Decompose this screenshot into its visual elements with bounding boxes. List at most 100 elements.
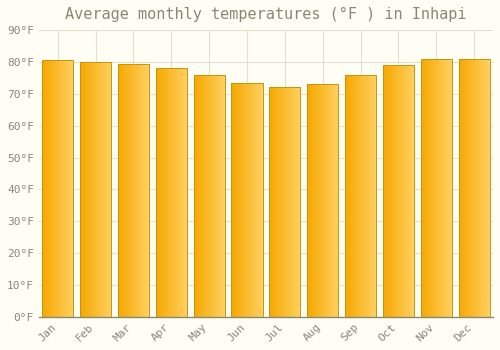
Bar	[421, 59, 422, 317]
Bar	[49, 60, 50, 317]
Bar	[132, 63, 134, 317]
Bar	[390, 65, 392, 317]
Bar	[261, 83, 262, 317]
Bar	[278, 88, 280, 317]
Bar	[257, 83, 258, 317]
Bar	[270, 88, 271, 317]
Bar	[336, 84, 338, 317]
Bar	[56, 60, 57, 317]
Bar	[466, 59, 467, 317]
Bar	[86, 62, 87, 317]
Bar	[124, 63, 125, 317]
Bar	[396, 65, 397, 317]
Bar	[331, 84, 332, 317]
Bar	[431, 59, 432, 317]
Bar	[62, 60, 63, 317]
Bar	[219, 75, 220, 317]
Bar	[479, 59, 480, 317]
Bar	[165, 68, 166, 317]
Bar	[281, 88, 282, 317]
Bar	[298, 88, 299, 317]
Bar	[207, 75, 208, 317]
Bar	[352, 75, 353, 317]
Bar	[159, 68, 160, 317]
Bar	[346, 75, 348, 317]
Bar	[410, 65, 411, 317]
Bar	[480, 59, 481, 317]
Bar	[122, 63, 124, 317]
Bar	[84, 62, 86, 317]
Bar	[471, 59, 472, 317]
Bar	[422, 59, 423, 317]
Bar	[248, 83, 250, 317]
Bar	[57, 60, 58, 317]
Bar	[394, 65, 396, 317]
Bar	[276, 88, 277, 317]
Bar	[46, 60, 47, 317]
Bar	[363, 75, 364, 317]
Bar	[63, 60, 64, 317]
Bar	[274, 88, 275, 317]
Bar	[67, 60, 68, 317]
Bar	[198, 75, 199, 317]
Bar	[270, 88, 300, 317]
Bar	[383, 65, 414, 317]
Bar	[314, 84, 315, 317]
Bar	[350, 75, 352, 317]
Bar	[121, 63, 122, 317]
Bar	[326, 84, 328, 317]
Bar	[478, 59, 479, 317]
Bar	[328, 84, 329, 317]
Bar	[460, 59, 461, 317]
Bar	[98, 62, 100, 317]
Title: Average monthly temperatures (°F ) in Inhapi: Average monthly temperatures (°F ) in In…	[65, 7, 466, 22]
Bar	[404, 65, 406, 317]
Bar	[486, 59, 488, 317]
Bar	[90, 62, 91, 317]
Bar	[100, 62, 101, 317]
Bar	[477, 59, 478, 317]
Bar	[432, 59, 433, 317]
Bar	[299, 88, 300, 317]
Bar	[130, 63, 131, 317]
Bar	[424, 59, 426, 317]
Bar	[238, 83, 239, 317]
Bar	[94, 62, 95, 317]
Bar	[291, 88, 292, 317]
Bar	[184, 68, 186, 317]
Bar	[196, 75, 198, 317]
Bar	[247, 83, 248, 317]
Bar	[273, 88, 274, 317]
Bar	[345, 75, 346, 317]
Bar	[444, 59, 445, 317]
Bar	[482, 59, 484, 317]
Bar	[81, 62, 82, 317]
Bar	[434, 59, 436, 317]
Bar	[386, 65, 387, 317]
Bar	[239, 83, 240, 317]
Bar	[214, 75, 216, 317]
Bar	[426, 59, 427, 317]
Bar	[356, 75, 358, 317]
Bar	[461, 59, 462, 317]
Bar	[445, 59, 446, 317]
Bar	[252, 83, 253, 317]
Bar	[287, 88, 288, 317]
Bar	[244, 83, 246, 317]
Bar	[365, 75, 366, 317]
Bar	[271, 88, 272, 317]
Bar	[83, 62, 84, 317]
Bar	[400, 65, 402, 317]
Bar	[348, 75, 349, 317]
Bar	[68, 60, 70, 317]
Bar	[175, 68, 176, 317]
Bar	[213, 75, 214, 317]
Bar	[87, 62, 88, 317]
Bar	[135, 63, 136, 317]
Bar	[195, 75, 196, 317]
Bar	[485, 59, 486, 317]
Bar	[209, 75, 210, 317]
Bar	[143, 63, 144, 317]
Bar	[162, 68, 163, 317]
Bar	[465, 59, 466, 317]
